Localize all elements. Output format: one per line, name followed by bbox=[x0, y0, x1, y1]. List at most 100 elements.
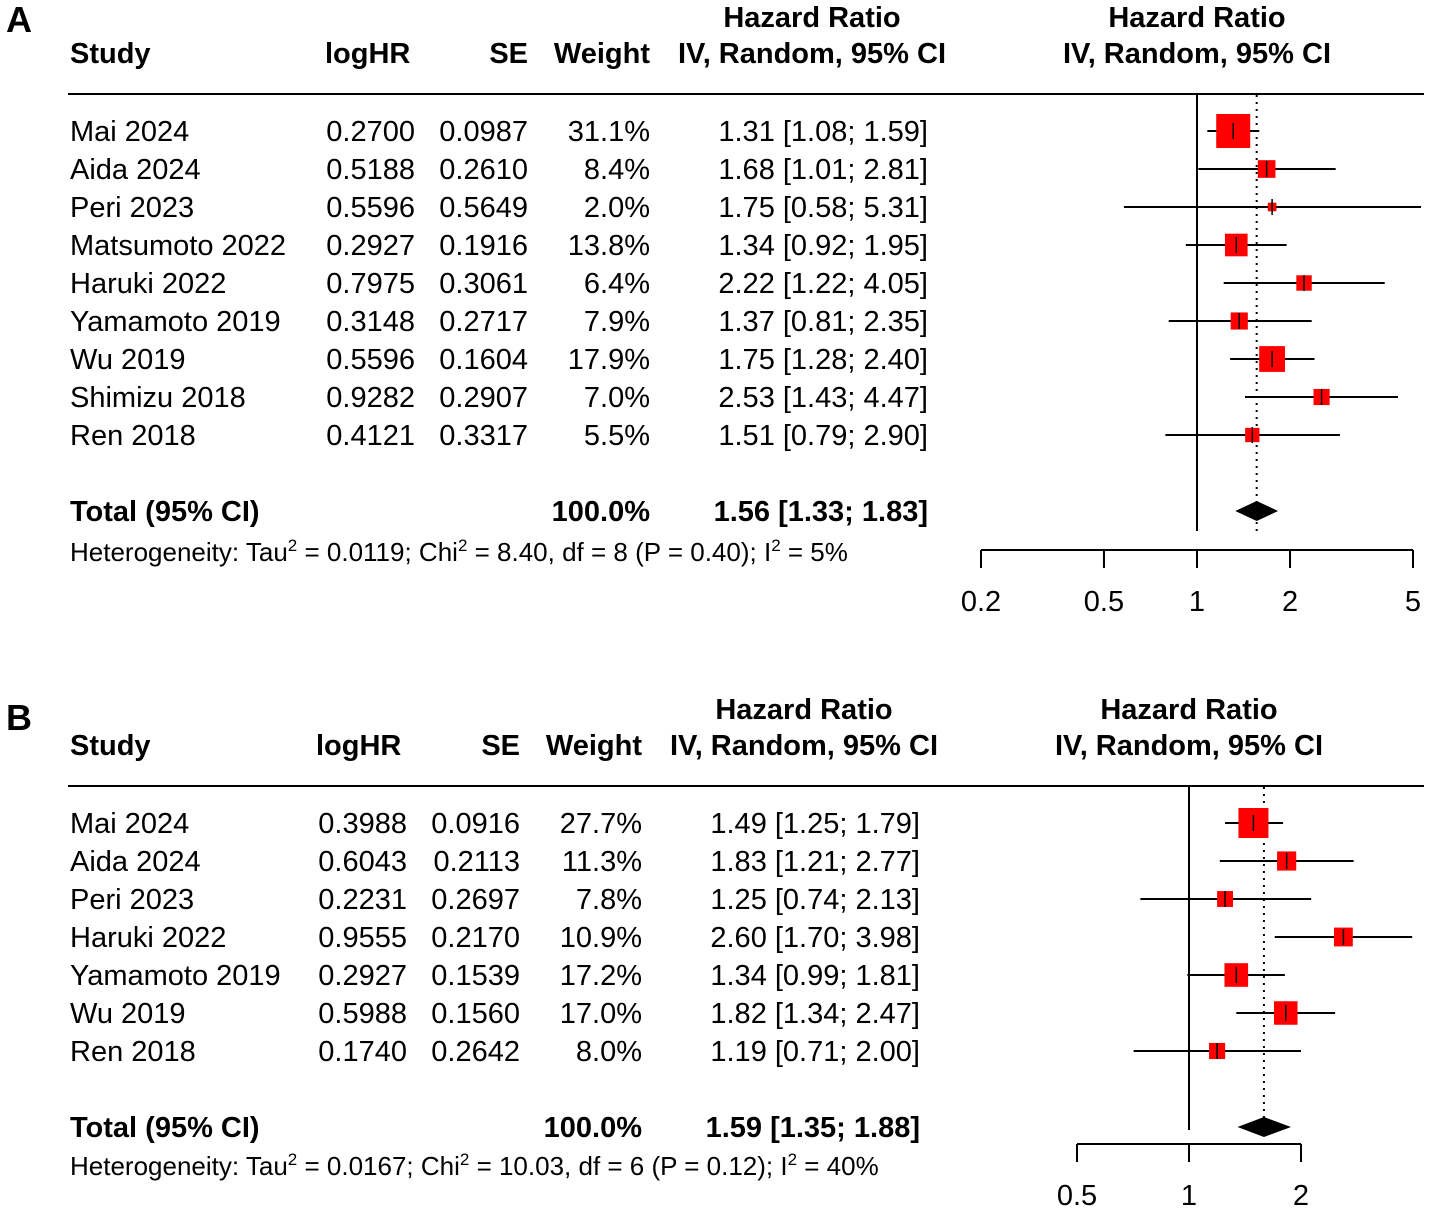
study-se: 0.2907 bbox=[439, 382, 528, 414]
study-se: 0.2717 bbox=[439, 306, 528, 338]
study-loghr: 0.1740 bbox=[318, 1036, 407, 1068]
header-study: Study bbox=[70, 38, 151, 70]
header-divider bbox=[68, 93, 1424, 95]
forest-panel-a: A Study logHR SE Weight Hazard Ratio IV,… bbox=[6, 2, 1424, 618]
study-weight: 7.0% bbox=[583, 382, 650, 414]
study-ci: 1.31 [1.08; 1.59] bbox=[718, 116, 928, 148]
header-plot-line2: IV, Random, 95% CI bbox=[1054, 730, 1324, 762]
study-loghr: 0.3148 bbox=[326, 306, 415, 338]
x-tick-label: 1 bbox=[1181, 1180, 1197, 1212]
study-loghr: 0.2927 bbox=[318, 960, 407, 992]
study-weight: 5.5% bbox=[583, 420, 650, 452]
study-weight: 8.4% bbox=[583, 154, 650, 186]
study-name: Aida 2024 bbox=[70, 154, 201, 186]
study-weight: 7.8% bbox=[575, 884, 642, 916]
study-se: 0.3317 bbox=[439, 420, 528, 452]
forest-panel-b: B Study logHR SE Weight Hazard Ratio IV,… bbox=[0, 690, 1429, 1221]
study-se: 0.5649 bbox=[439, 192, 528, 224]
study-name: Haruki 2022 bbox=[70, 268, 227, 300]
study-weight: 17.9% bbox=[567, 344, 650, 376]
total-weight: 100.0% bbox=[551, 496, 650, 528]
study-se: 0.2170 bbox=[431, 922, 520, 954]
study-ci: 1.34 [0.99; 1.81] bbox=[710, 960, 920, 992]
study-name: Aida 2024 bbox=[70, 846, 201, 878]
study-name: Matsumoto 2022 bbox=[70, 230, 287, 262]
study-name: Ren 2018 bbox=[70, 420, 196, 452]
study-name: Haruki 2022 bbox=[70, 922, 227, 954]
study-ci: 1.19 [0.71; 2.00] bbox=[710, 1036, 920, 1068]
study-se: 0.1560 bbox=[431, 998, 520, 1030]
study-se: 0.3061 bbox=[439, 268, 528, 300]
study-loghr: 0.3988 bbox=[318, 808, 407, 840]
study-se: 0.2113 bbox=[433, 846, 520, 878]
study-ci: 2.60 [1.70; 3.98] bbox=[710, 922, 920, 954]
study-weight: 17.2% bbox=[559, 960, 642, 992]
forest-plot-a: 0.2 0.5 1 2 5 bbox=[961, 95, 1422, 618]
pooled-diamond bbox=[1235, 501, 1279, 521]
study-se: 0.2697 bbox=[431, 884, 520, 916]
header-weight: Weight bbox=[553, 38, 650, 70]
heterogeneity-text: Heterogeneity: Tau2 = 0.0119; Chi2 = 8.4… bbox=[70, 536, 848, 567]
x-tick-label: 0.2 bbox=[961, 586, 1001, 618]
header-weight: Weight bbox=[545, 730, 642, 762]
pooled-diamond bbox=[1237, 1117, 1292, 1137]
study-loghr: 0.2231 bbox=[318, 884, 407, 916]
header-plot-line1: Hazard Ratio bbox=[1108, 2, 1286, 34]
total-ci: 1.56 [1.33; 1.83] bbox=[713, 496, 928, 528]
study-weight: 27.7% bbox=[559, 808, 642, 840]
x-tick-label: 5 bbox=[1405, 586, 1421, 618]
study-se: 0.0916 bbox=[431, 808, 520, 840]
study-name: Wu 2019 bbox=[70, 344, 186, 376]
hetero-sup: 2 bbox=[787, 1150, 798, 1169]
header-hr-line1: Hazard Ratio bbox=[723, 2, 901, 34]
study-name: Ren 2018 bbox=[70, 1036, 196, 1068]
hetero-sup: 2 bbox=[771, 536, 781, 555]
study-loghr: 0.5988 bbox=[318, 998, 407, 1030]
x-tick-label: 2 bbox=[1282, 586, 1298, 618]
study-name: Yamamoto 2019 bbox=[70, 960, 281, 992]
heterogeneity-text: Heterogeneity: Tau2 = 0.0167; Chi2 = 10.… bbox=[70, 1150, 879, 1181]
study-name: Yamamoto 2019 bbox=[70, 306, 281, 338]
study-weight: 7.9% bbox=[583, 306, 650, 338]
x-tick-label: 1 bbox=[1189, 586, 1205, 618]
study-name: Shimizu 2018 bbox=[70, 382, 246, 414]
hetero-chi2: = 8.40, df = 8 (P = 0.40); I bbox=[467, 537, 772, 567]
x-tick-label: 0.5 bbox=[1057, 1180, 1097, 1212]
hetero-tau2: = 0.0167; Chi bbox=[297, 1151, 460, 1181]
study-loghr: 0.9282 bbox=[326, 382, 415, 414]
hetero-prefix: Heterogeneity: Tau bbox=[70, 1151, 288, 1181]
study-loghr: 0.5188 bbox=[326, 154, 415, 186]
study-weight: 6.4% bbox=[583, 268, 650, 300]
study-ci: 1.51 [0.79; 2.90] bbox=[718, 420, 928, 452]
hetero-sup: 2 bbox=[459, 1150, 470, 1169]
study-se: 0.2610 bbox=[439, 154, 528, 186]
study-name: Peri 2023 bbox=[70, 884, 195, 916]
study-loghr: 0.5596 bbox=[326, 192, 415, 224]
study-loghr: 0.5596 bbox=[326, 344, 415, 376]
hetero-sup: 2 bbox=[287, 536, 298, 555]
study-loghr: 0.7975 bbox=[326, 268, 415, 300]
hetero-i2: = 40% bbox=[797, 1151, 879, 1181]
study-ci: 1.82 [1.34; 2.47] bbox=[710, 998, 920, 1030]
study-loghr: 0.2927 bbox=[326, 230, 415, 262]
header-hr-line2: IV, Random, 95% CI bbox=[677, 38, 947, 70]
study-weight: 11.3% bbox=[561, 846, 642, 878]
study-ci: 1.75 [0.58; 5.31] bbox=[718, 192, 928, 224]
study-loghr: 0.9555 bbox=[318, 922, 407, 954]
header-se: SE bbox=[489, 38, 528, 70]
study-se: 0.2642 bbox=[431, 1036, 520, 1068]
x-tick-label: 2 bbox=[1293, 1180, 1309, 1212]
study-name: Peri 2023 bbox=[70, 192, 195, 224]
total-label: Total (95% CI) bbox=[70, 1112, 260, 1144]
forest-plot-b: 0.5 1 2 bbox=[1057, 787, 1413, 1212]
study-name: Mai 2024 bbox=[70, 116, 190, 148]
total-ci: 1.59 [1.35; 1.88] bbox=[705, 1112, 920, 1144]
study-loghr: 0.4121 bbox=[326, 420, 415, 452]
study-weight: 2.0% bbox=[583, 192, 650, 224]
hetero-i2: = 5% bbox=[780, 537, 848, 567]
hetero-prefix: Heterogeneity: Tau bbox=[70, 537, 288, 567]
header-plot-line1: Hazard Ratio bbox=[1100, 694, 1278, 726]
header-loghr: logHR bbox=[325, 38, 411, 70]
header-divider bbox=[68, 785, 1424, 787]
study-ci: 2.22 [1.22; 4.05] bbox=[718, 268, 928, 300]
